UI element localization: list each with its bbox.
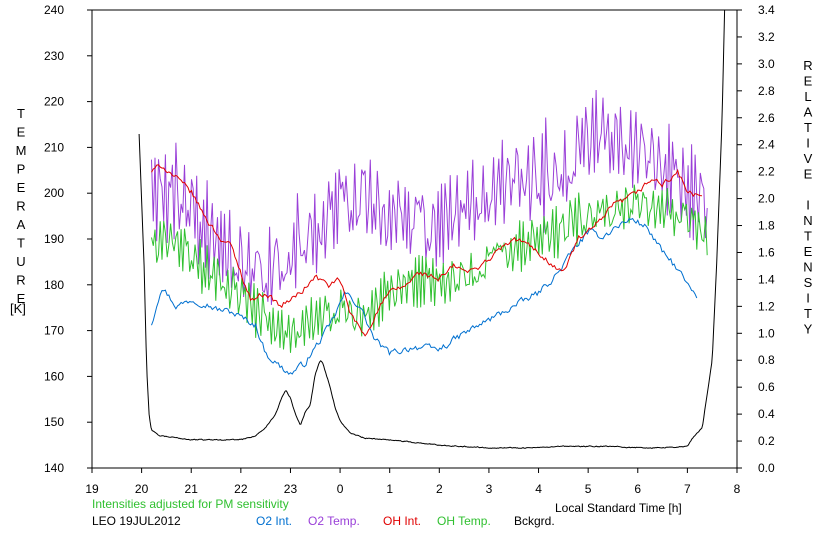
- x-tick-label: 6: [634, 482, 641, 496]
- y-axis-label-right-letter: E: [804, 244, 813, 259]
- right-tick-label: 3.0: [758, 57, 775, 71]
- right-tick-label: 0.4: [758, 407, 775, 421]
- x-tick-label: 19: [85, 482, 99, 496]
- series-layer: [138, 9, 726, 449]
- right-tick-label: 1.0: [758, 326, 775, 340]
- legend-bckgrd: Bckgrd.: [514, 514, 555, 528]
- x-tick-label: 20: [135, 482, 149, 496]
- y-axis-label-left-letter: E: [17, 291, 26, 306]
- right-tick-label: 0.0: [758, 461, 775, 475]
- y-axis-label-right-letter: S: [804, 275, 813, 290]
- y-axis-label-right-letter: A: [804, 105, 813, 120]
- x-axis-label: Local Standard Time [h]: [555, 501, 682, 515]
- y-axis-label-left-letter: T: [17, 106, 25, 121]
- right-tick-label: 2.2: [758, 165, 775, 179]
- x-tick-label: 2: [436, 482, 443, 496]
- x-tick-label: 0: [337, 482, 344, 496]
- left-tick-label: 160: [44, 369, 64, 383]
- legend-o2-int: O2 Int.: [256, 514, 292, 528]
- y-axis-label-left-letter: E: [17, 180, 26, 195]
- x-tick-label: 5: [585, 482, 592, 496]
- x-tick-label: 23: [284, 482, 298, 496]
- right-tick-label: 1.4: [758, 272, 775, 286]
- y-axis-label-left-letter: R: [16, 273, 25, 288]
- y-axis-label-left-letter: A: [17, 217, 26, 232]
- right-tick-label: 3.2: [758, 30, 775, 44]
- left-tick-label: 190: [44, 232, 64, 246]
- y-axis-label-right-letter: I: [806, 136, 810, 151]
- y-axis-label-right-letter: R: [803, 58, 812, 73]
- y-axis-label-left-letter: P: [17, 162, 26, 177]
- right-tick-label: 2.8: [758, 84, 775, 98]
- left-tick-label: 240: [44, 3, 64, 17]
- right-tick-label: 1.8: [758, 219, 775, 233]
- left-tick-label: 150: [44, 415, 64, 429]
- x-axis: 19 20 21 22 23 0 1 2 3 4 5 6 7 8: [85, 468, 741, 496]
- x-tick-label: 22: [234, 482, 248, 496]
- y-axis-label-right-letter: E: [804, 167, 813, 182]
- right-tick-label: 2.0: [758, 192, 775, 206]
- legend-oh-temp: OH Temp.: [437, 514, 491, 528]
- right-tick-label: 1.6: [758, 245, 775, 259]
- left-tick-label: 200: [44, 186, 64, 200]
- legend-oh-int: OH Int.: [383, 514, 421, 528]
- y-axis-label-right-letter: N: [803, 260, 812, 275]
- x-tick-label: 3: [486, 482, 493, 496]
- right-tick-label: 0.6: [758, 380, 775, 394]
- station-label: LEO 19JUL2012: [92, 514, 181, 528]
- series-line-oh-int: [151, 164, 703, 337]
- series-line-bckgrd: [138, 9, 726, 449]
- y-axis-label-left-letter: U: [16, 254, 25, 269]
- right-tick-label: 1.2: [758, 299, 775, 313]
- x-tick-label: 7: [684, 482, 691, 496]
- plot-area: [91, 9, 738, 469]
- series-line-o2-int: [151, 217, 698, 375]
- y-axis-label-right-letter: N: [803, 213, 812, 228]
- left-tick-label: 210: [44, 140, 64, 154]
- right-tick-label: 0.8: [758, 353, 775, 367]
- y-axis-label-right-letter: T: [804, 306, 812, 321]
- right-tick-label: 2.4: [758, 138, 775, 152]
- y-axis-label-left-letter: M: [16, 143, 27, 158]
- y-axis-label-right-letter: Y: [804, 322, 813, 337]
- x-tick-label: 1: [386, 482, 393, 496]
- y-axis-label-left-letter: T: [17, 236, 25, 251]
- y-axis-label-right-letter: T: [804, 229, 812, 244]
- x-tick-label: 4: [535, 482, 542, 496]
- x-tick-label: 8: [734, 482, 741, 496]
- right-tick-label: 3.4: [758, 3, 775, 17]
- y-axis-label-right-letter: L: [804, 89, 811, 104]
- y-axis-label-right-letter: V: [804, 151, 813, 166]
- left-tick-label: 140: [44, 461, 64, 475]
- right-tick-label: 0.2: [758, 434, 775, 448]
- y-axis-label-left-letter: R: [16, 199, 25, 214]
- left-axis: 140 150 160 170 180 190 200 210 220 230 240: [44, 3, 92, 475]
- y-axis-label-right-letter: I: [806, 198, 810, 213]
- y-axis-label-right-letter: T: [804, 120, 812, 135]
- right-axis: 0.0 0.2 0.4 0.6 0.8 1.0 1.2 1.4 1.6 1.8 2.0 2.2 2.4 2…: [737, 3, 775, 475]
- left-tick-label: 220: [44, 95, 64, 109]
- y-axis-unit-left: [K]: [10, 301, 26, 316]
- y-axis-label-right-letter: I: [806, 291, 810, 306]
- series-line-oh-temp: [151, 184, 708, 353]
- y-axis-label-right-letter: E: [804, 74, 813, 89]
- left-tick-label: 170: [44, 324, 64, 338]
- y-axis-label-left-letter: E: [17, 125, 26, 140]
- left-tick-label: 180: [44, 278, 64, 292]
- legend-o2-temp: O2 Temp.: [308, 514, 360, 528]
- left-tick-label: 230: [44, 49, 64, 63]
- x-tick-label: 21: [185, 482, 199, 496]
- sensitivity-note: Intensities adjusted for PM sensitivity: [92, 497, 289, 511]
- right-tick-label: 2.6: [758, 111, 775, 125]
- series-line-o2-temp: [151, 89, 708, 306]
